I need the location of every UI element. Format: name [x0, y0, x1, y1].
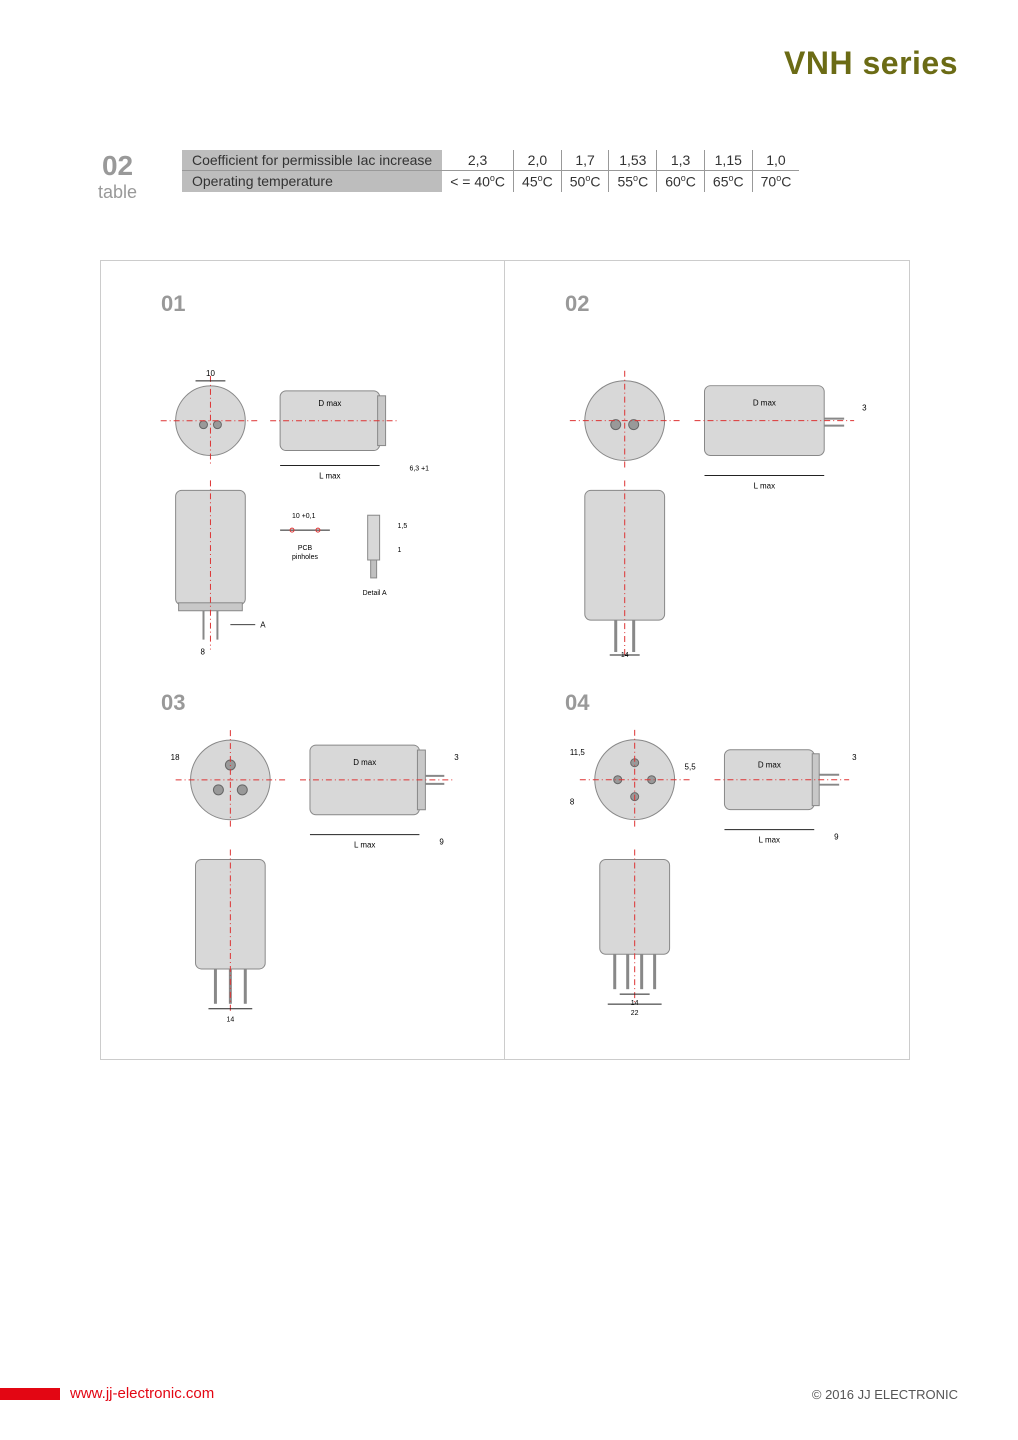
table-02-word: table — [98, 182, 137, 203]
svg-text:pinholes: pinholes — [292, 554, 318, 561]
diagram-02-svg: D max L max 3 14 — [505, 261, 909, 660]
svg-text:14: 14 — [631, 1000, 639, 1007]
coeff-cell: 1,15 — [704, 150, 752, 171]
coeff-cell: 2,3 — [442, 150, 513, 171]
svg-text:14: 14 — [226, 1017, 234, 1024]
svg-text:3: 3 — [454, 753, 459, 762]
svg-text:14: 14 — [621, 652, 629, 659]
footer-redbar — [0, 1388, 60, 1400]
row2-label: Operating temperature — [182, 171, 442, 192]
temp-cell: 70oC — [752, 171, 799, 192]
diagram-04: 04 11,5 8 5,5 D max L max 3 9 — [505, 660, 909, 1059]
diagram-03: 03 18 D max L max 3 9 14 — [101, 660, 505, 1059]
svg-text:L max: L max — [354, 841, 375, 850]
svg-text:8: 8 — [570, 798, 575, 807]
temp-cell: < = 40oC — [442, 171, 513, 192]
table-row: Coefficient for permissible Iac increase… — [182, 150, 799, 171]
coeff-cell: 1,7 — [561, 150, 609, 171]
svg-text:18: 18 — [171, 753, 180, 762]
svg-text:PCB: PCB — [298, 545, 313, 552]
svg-text:3: 3 — [862, 404, 867, 413]
table-row: Operating temperature < = 40oC 45oC 50oC… — [182, 171, 799, 192]
svg-text:9: 9 — [439, 838, 444, 847]
svg-text:11,5: 11,5 — [570, 748, 585, 757]
diagram-02: 02 D max L max 3 — [505, 261, 909, 660]
svg-text:5,5: 5,5 — [685, 763, 697, 772]
svg-text:6,3 +1: 6,3 +1 — [409, 465, 429, 472]
svg-text:L max: L max — [754, 481, 775, 490]
table-02-label: 02 table — [98, 150, 137, 203]
diagram-03-svg: 18 D max L max 3 9 14 — [101, 660, 504, 1059]
temp-cell: 55oC — [609, 171, 657, 192]
diagram-04-svg: 11,5 8 5,5 D max L max 3 9 14 22 — [505, 660, 909, 1059]
svg-text:D max: D max — [318, 399, 341, 408]
diagram-01-svg: 10 D max L max 6,3 +1 A 8 10 +0,1 PCB pi — [101, 261, 504, 660]
svg-text:L max: L max — [759, 836, 780, 845]
temp-cell: 45oC — [514, 171, 562, 192]
svg-text:A: A — [260, 621, 266, 630]
svg-text:9: 9 — [834, 833, 839, 842]
svg-text:Detail A: Detail A — [363, 590, 387, 597]
svg-text:D max: D max — [353, 758, 376, 767]
diagram-01: 01 10 D max L max 6,3 +1 — [101, 261, 505, 660]
coeff-cell: 1,53 — [609, 150, 657, 171]
diagram-panel: 01 10 D max L max 6,3 +1 — [100, 260, 910, 1060]
series-title: VNH series — [784, 45, 958, 82]
svg-text:D max: D max — [758, 761, 781, 770]
page-footer: www.jj-electronic.com © 2016 JJ ELECTRON… — [0, 1370, 1018, 1400]
footer-copyright: © 2016 JJ ELECTRONIC — [812, 1387, 958, 1402]
svg-text:L max: L max — [319, 471, 340, 480]
temp-cell: 50oC — [561, 171, 609, 192]
svg-text:10: 10 — [206, 369, 215, 378]
coeff-cell: 2,0 — [514, 150, 562, 171]
footer-url: www.jj-electronic.com — [70, 1385, 214, 1402]
coefficient-table: Coefficient for permissible Iac increase… — [182, 150, 799, 192]
coeff-cell: 1,0 — [752, 150, 799, 171]
svg-text:10 +0,1: 10 +0,1 — [292, 513, 316, 520]
table-02-number: 02 — [98, 150, 137, 182]
temp-cell: 65oC — [704, 171, 752, 192]
svg-text:8: 8 — [201, 648, 206, 657]
svg-text:22: 22 — [631, 1010, 639, 1017]
svg-text:1: 1 — [398, 547, 402, 554]
svg-text:1,5: 1,5 — [398, 523, 408, 530]
row1-label: Coefficient for permissible Iac increase — [182, 150, 442, 171]
svg-text:D max: D max — [753, 399, 776, 408]
temp-cell: 60oC — [657, 171, 705, 192]
svg-text:3: 3 — [852, 753, 857, 762]
coeff-cell: 1,3 — [657, 150, 705, 171]
